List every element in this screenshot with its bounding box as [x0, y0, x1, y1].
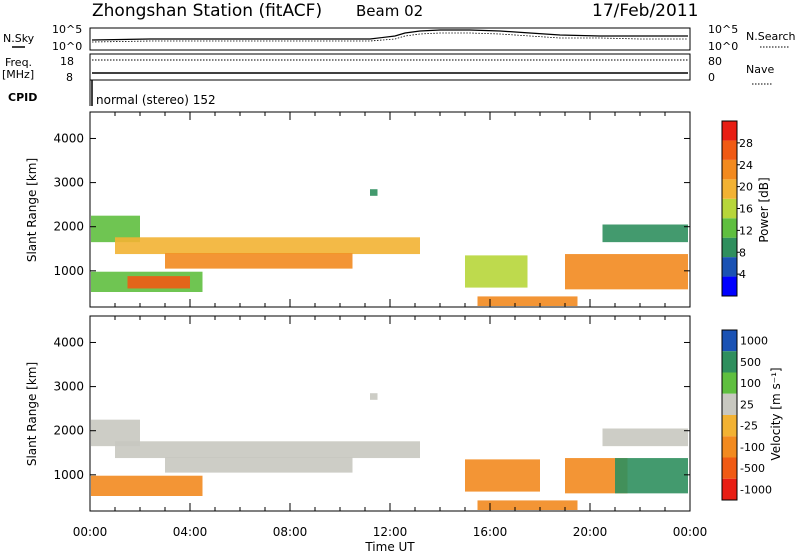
freq-panel: [89, 53, 691, 81]
x-tick-label: 16:00: [473, 525, 508, 539]
velocity-echo-band: [602, 428, 688, 447]
nsearch-trace: [91, 32, 688, 43]
power-colorbar-segment: [722, 159, 737, 180]
power-colorbar-tick-label: 16: [739, 203, 753, 216]
date-label: 17/Feb/2011: [592, 1, 698, 21]
power-echo-band: [602, 224, 688, 243]
power-ylabel: Slant Range [km]: [25, 158, 39, 262]
nsky-tick-low: 10^0: [52, 40, 82, 53]
y-tick-label: 1000: [53, 468, 84, 482]
x-tick-label: 04:00: [173, 525, 208, 539]
y-tick-label: 3000: [53, 380, 84, 394]
nave-tick-low: 0: [708, 71, 715, 84]
power-echo-band: [477, 296, 578, 306]
velocity-colorbar-tick-label: -25: [740, 420, 758, 433]
velocity-echo-band: [91, 475, 203, 496]
velocity-colorbar-segment: [722, 351, 737, 373]
power-colorbar-tick-label: 4: [739, 268, 746, 281]
x-axis-label: Time UT: [364, 540, 415, 554]
power-echo-band: [127, 276, 190, 289]
power-colorbar-tick-label: 28: [739, 137, 753, 150]
power-colorbar-segment: [722, 237, 737, 258]
y-tick-label: 4000: [53, 335, 84, 349]
power-echo-band: [465, 255, 528, 288]
power-echo-band: [370, 189, 378, 196]
power-colorbar-segment: [722, 140, 737, 160]
nave-label: Nave: [746, 63, 774, 76]
power-colorbar-segment: [722, 121, 737, 141]
power-colorbar-segment: [722, 257, 737, 277]
velocity-colorbar-tick-label: -500: [740, 462, 765, 475]
nave-tick-high: 80: [708, 55, 722, 68]
power-echo-band: [115, 237, 420, 255]
freq-tick-high: 18: [60, 55, 74, 68]
x-tick-label: 20:00: [573, 525, 608, 539]
x-tick-label: 00:00: [673, 525, 708, 539]
nsearch-tick-low: 10^0: [708, 40, 738, 53]
velocity-colorbar-tick-label: 1000: [740, 335, 768, 348]
velocity-colorbar-tick-label: -1000: [740, 483, 772, 496]
velocity-colorbar-tick-label: -100: [740, 441, 765, 454]
power-colorbar: 4 8 12 16 20 24 28: [721, 120, 753, 297]
y-tick-label: 4000: [53, 131, 84, 145]
velocity-echo-band: [115, 441, 420, 459]
freq-tick-low: 8: [66, 71, 73, 84]
velocity-colorbar-segment: [722, 393, 737, 415]
y-tick-label: 1000: [53, 264, 84, 278]
x-tick-label: 00:00: [73, 525, 108, 539]
velocity-colorbar-label: Velocity [m s⁻¹]: [769, 367, 783, 460]
nsearch-label: N.Search: [746, 30, 796, 43]
power-colorbar-tick-label: 24: [739, 159, 753, 172]
velocity-colorbar-tick-label: 500: [740, 356, 761, 369]
nsky-label: N.Sky: [3, 32, 35, 45]
velocity-colorbar: 1000 500 100 25 -25 -100 -500 -1000: [721, 329, 772, 501]
beam-label: Beam 02: [356, 2, 423, 20]
velocity-echo-band: [615, 458, 688, 494]
freq-unit-label: [MHz]: [2, 68, 34, 81]
cpid-label: CPID: [8, 91, 37, 104]
power-colorbar-segment: [722, 276, 737, 296]
power-colorbar-tick-label: 8: [739, 246, 746, 259]
power-colorbar-segment: [722, 218, 737, 238]
nsky-panel: [89, 27, 691, 51]
velocity-colorbar-tick-label: 25: [740, 398, 754, 411]
x-tick-label: 12:00: [373, 525, 408, 539]
power-colorbar-segment: [722, 198, 737, 219]
velocity-echo-band: [477, 500, 578, 510]
y-tick-label: 3000: [53, 176, 84, 190]
freq-label: Freq.: [5, 56, 32, 69]
velocity-colorbar-segment: [722, 457, 737, 479]
nsky-trace: [91, 29, 688, 41]
x-tick-label: 08:00: [273, 525, 308, 539]
velocity-colorbar-segment: [722, 436, 737, 458]
velocity-echo-band: [370, 393, 378, 400]
power-colorbar-tick-label: 12: [739, 224, 753, 237]
velocity-colorbar-segment: [722, 415, 737, 437]
velocity-ylabel: Slant Range [km]: [25, 362, 39, 466]
station-title: Zhongshan Station (fitACF): [92, 1, 322, 21]
power-colorbar-tick-label: 20: [739, 181, 753, 194]
velocity-colorbar-segment: [722, 372, 737, 394]
velocity-panel: 1000 2000 3000 4000 Slant Range [km]: [25, 315, 691, 512]
nsearch-tick-high: 10^5: [708, 23, 738, 36]
y-tick-label: 2000: [53, 220, 84, 234]
power-echo-band: [565, 254, 688, 290]
power-panel: 1000 2000 3000 4000 Slant Range [km]: [25, 111, 691, 308]
velocity-colorbar-segment: [722, 478, 737, 500]
velocity-colorbar-tick-label: 100: [740, 377, 761, 390]
power-colorbar-segment: [722, 179, 737, 199]
power-colorbar-label: Power [dB]: [757, 177, 771, 242]
velocity-colorbar-segment: [722, 330, 737, 352]
y-tick-label: 2000: [53, 424, 84, 438]
nsky-tick-high: 10^5: [52, 23, 82, 36]
velocity-echo-band: [465, 459, 540, 492]
velocity-echo-band: [165, 457, 353, 473]
mode-text: normal (stereo) 152: [96, 93, 216, 107]
velocity-colorbar-frame: [721, 329, 738, 501]
power-echo-band: [165, 253, 353, 269]
